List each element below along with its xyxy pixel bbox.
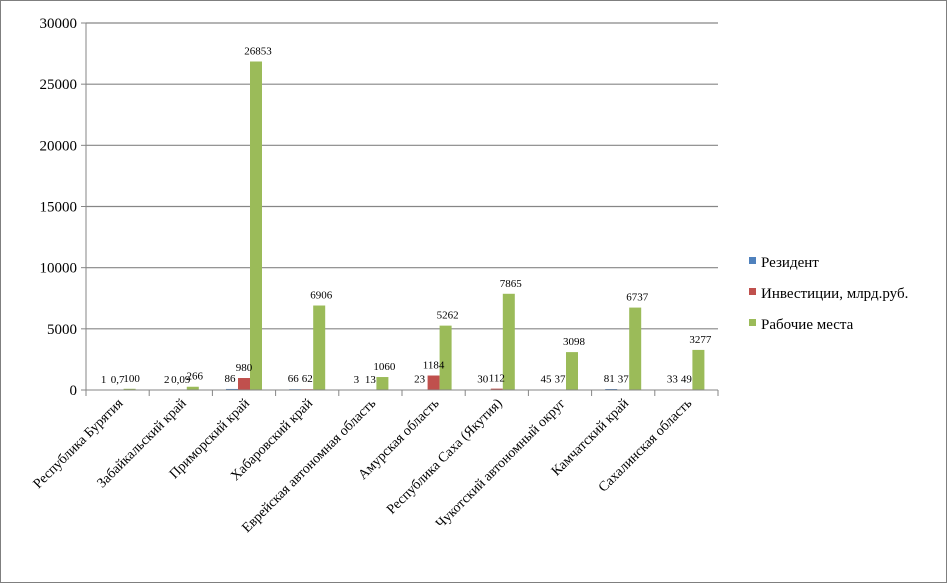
data-label: 2 bbox=[164, 374, 170, 386]
legend: Резидент Инвестиции, млрд.руб. Рабочие мес… bbox=[749, 255, 908, 333]
bar bbox=[439, 325, 452, 390]
x-tick-label: Чукотский автономный округ bbox=[433, 396, 569, 532]
data-label: 49 bbox=[681, 373, 693, 385]
bars bbox=[99, 61, 705, 391]
y-tick-label: 10000 bbox=[40, 261, 78, 277]
bar bbox=[427, 375, 440, 390]
legend-label: Резидент bbox=[761, 255, 819, 271]
axes bbox=[85, 23, 719, 396]
data-label: 66 bbox=[288, 373, 300, 385]
data-label: 3277 bbox=[689, 334, 712, 346]
data-label: 1184 bbox=[423, 360, 445, 372]
data-label: 0,09 bbox=[171, 374, 191, 386]
bar bbox=[692, 349, 705, 390]
data-label: 1060 bbox=[373, 361, 396, 373]
data-label: 6737 bbox=[626, 292, 649, 304]
data-label: 100 bbox=[123, 373, 140, 385]
data-label: 37 bbox=[618, 374, 630, 386]
bar bbox=[226, 388, 238, 390]
data-label: 0,7 bbox=[111, 374, 125, 386]
legend-label: Инвестиции, млрд.руб. bbox=[761, 286, 908, 302]
data-label: 86 bbox=[225, 373, 237, 385]
data-label: 37 bbox=[555, 374, 567, 386]
data-label: 980 bbox=[236, 362, 253, 374]
bar bbox=[566, 352, 578, 390]
data-label: 3 bbox=[354, 374, 360, 386]
bar bbox=[313, 305, 326, 390]
bar bbox=[238, 378, 250, 390]
data-label: 26853 bbox=[244, 45, 272, 57]
data-label: 23 bbox=[414, 374, 426, 386]
data-label: 81 bbox=[604, 373, 615, 385]
y-tick-label: 0 bbox=[70, 383, 78, 399]
x-tick-label: Еврейская автономная область bbox=[239, 396, 379, 536]
bar bbox=[502, 293, 515, 390]
y-tick-label: 20000 bbox=[40, 138, 78, 154]
data-label: 62 bbox=[302, 373, 313, 385]
bar bbox=[629, 307, 642, 390]
y-tick-label: 5000 bbox=[47, 322, 77, 338]
data-label: 7865 bbox=[500, 278, 523, 290]
bar bbox=[186, 386, 199, 390]
x-tick-label: Республика Саха (Якутия) bbox=[384, 396, 506, 518]
legend-label: Рабочие места bbox=[761, 317, 854, 333]
bar bbox=[250, 61, 262, 391]
y-tick-label: 15000 bbox=[40, 200, 78, 216]
bar bbox=[490, 388, 503, 390]
gridlines bbox=[86, 22, 718, 330]
data-label: 45 bbox=[541, 373, 553, 385]
data-label: 1 bbox=[101, 374, 107, 386]
data-label: 3098 bbox=[563, 336, 586, 348]
legend-swatch bbox=[749, 257, 756, 264]
bar bbox=[376, 377, 389, 390]
bar bbox=[123, 388, 136, 390]
y-axis-ticks: 0 5000 10000 15000 20000 25000 30000 bbox=[40, 16, 86, 399]
data-label: 33 bbox=[667, 374, 679, 386]
y-tick-label: 30000 bbox=[40, 16, 78, 32]
legend-swatch bbox=[749, 319, 756, 326]
data-label: 266 bbox=[187, 371, 204, 383]
y-tick-label: 25000 bbox=[40, 77, 78, 93]
legend-swatch bbox=[749, 288, 756, 295]
data-label: 13 bbox=[365, 374, 377, 386]
data-label: 6906 bbox=[310, 290, 333, 302]
data-label: 5262 bbox=[437, 310, 459, 322]
data-label: 112 bbox=[489, 373, 505, 385]
data-label: 30 bbox=[477, 374, 489, 386]
